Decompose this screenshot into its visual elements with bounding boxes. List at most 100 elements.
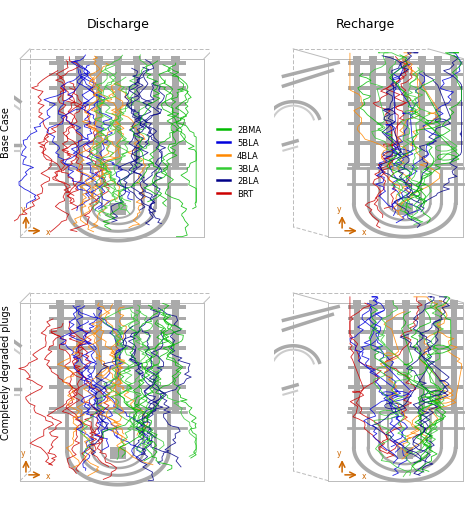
Bar xyxy=(434,300,442,305)
Bar xyxy=(348,122,464,126)
Bar xyxy=(348,74,464,77)
Bar xyxy=(354,303,360,412)
Bar xyxy=(49,74,186,77)
Text: x: x xyxy=(46,471,50,480)
Bar xyxy=(115,60,121,169)
Bar xyxy=(49,62,186,65)
Bar xyxy=(401,300,410,305)
Bar xyxy=(353,300,361,305)
Bar xyxy=(385,300,393,305)
Text: y: y xyxy=(337,448,342,458)
Bar xyxy=(49,87,186,91)
Bar xyxy=(49,163,186,167)
Bar xyxy=(76,303,82,412)
Bar xyxy=(115,303,121,412)
Bar xyxy=(49,347,186,350)
Bar xyxy=(348,331,464,334)
Bar xyxy=(435,303,441,412)
Bar xyxy=(75,56,84,62)
Bar xyxy=(133,56,141,62)
Bar xyxy=(49,122,186,126)
Bar xyxy=(114,56,122,62)
Bar xyxy=(95,300,103,305)
Text: Discharge: Discharge xyxy=(87,18,150,31)
Bar xyxy=(451,303,457,412)
Text: x: x xyxy=(362,228,366,236)
Bar xyxy=(153,60,159,169)
Bar xyxy=(354,60,360,169)
Bar xyxy=(110,204,126,216)
Bar xyxy=(76,60,82,169)
Bar xyxy=(49,331,186,334)
Bar xyxy=(451,60,457,169)
Bar xyxy=(56,56,64,62)
Bar xyxy=(348,87,464,91)
Bar xyxy=(348,305,464,309)
Bar xyxy=(348,142,464,146)
Text: Base Case: Base Case xyxy=(0,107,11,158)
Text: Recharge: Recharge xyxy=(336,18,394,31)
Bar xyxy=(402,303,409,412)
Bar xyxy=(171,56,180,62)
Bar xyxy=(153,303,159,412)
Bar xyxy=(172,60,179,169)
Bar xyxy=(49,103,186,106)
Bar xyxy=(172,303,179,412)
Bar xyxy=(348,385,464,389)
Bar xyxy=(386,303,392,412)
Text: y: y xyxy=(337,205,342,214)
Bar xyxy=(370,60,376,169)
Bar xyxy=(419,303,425,412)
Bar xyxy=(370,303,376,412)
Bar xyxy=(49,366,186,370)
Bar xyxy=(49,142,186,146)
Bar xyxy=(56,300,64,305)
Bar xyxy=(450,300,458,305)
Bar xyxy=(348,407,464,410)
Bar xyxy=(348,347,464,350)
Bar xyxy=(418,56,426,62)
Bar xyxy=(96,303,102,412)
Bar xyxy=(369,300,377,305)
Bar xyxy=(75,300,84,305)
Bar xyxy=(348,62,464,65)
Bar xyxy=(435,60,441,169)
Bar xyxy=(348,163,464,167)
Bar xyxy=(152,56,160,62)
Bar xyxy=(110,447,126,459)
Bar xyxy=(369,56,377,62)
Bar xyxy=(402,60,409,169)
Bar xyxy=(152,300,160,305)
Bar xyxy=(134,60,140,169)
Bar xyxy=(353,56,361,62)
Bar xyxy=(397,204,412,216)
Legend: 2BMA, 5BLA, 4BLA, 3BLA, 2BLA, BRT: 2BMA, 5BLA, 4BLA, 3BLA, 2BLA, BRT xyxy=(217,126,261,199)
Bar xyxy=(418,300,426,305)
Bar xyxy=(49,385,186,389)
Bar xyxy=(434,56,442,62)
Bar xyxy=(133,300,141,305)
Bar xyxy=(401,56,410,62)
Bar xyxy=(385,56,393,62)
Text: Completely degraded plugs: Completely degraded plugs xyxy=(0,304,11,439)
Bar xyxy=(419,60,425,169)
Bar xyxy=(49,407,186,410)
Bar xyxy=(57,303,64,412)
Bar xyxy=(397,447,412,459)
Text: y: y xyxy=(21,205,26,214)
Bar xyxy=(114,300,122,305)
Bar xyxy=(348,317,464,321)
Bar xyxy=(450,56,458,62)
Bar xyxy=(49,317,186,321)
Bar xyxy=(348,103,464,106)
Text: x: x xyxy=(46,228,50,236)
Bar xyxy=(348,366,464,370)
Text: x: x xyxy=(362,471,366,480)
Bar xyxy=(57,60,64,169)
Text: y: y xyxy=(21,448,26,458)
Bar xyxy=(386,60,392,169)
Bar xyxy=(96,60,102,169)
Bar xyxy=(95,56,103,62)
Bar xyxy=(134,303,140,412)
Bar xyxy=(49,305,186,309)
